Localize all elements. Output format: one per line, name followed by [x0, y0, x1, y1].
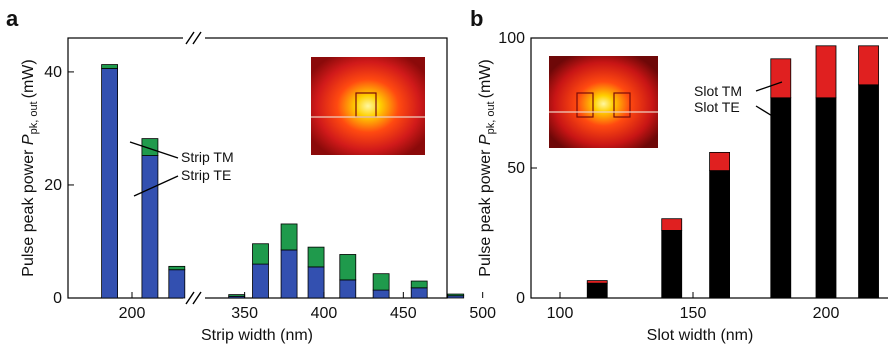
panel-b-inset-mode-profile	[549, 56, 658, 148]
panel-b-letter: b	[470, 6, 483, 31]
bar-strip-tm	[228, 294, 246, 297]
bar-strip-te	[168, 269, 186, 299]
panel-a-xtick-label: 200	[119, 305, 146, 322]
panel-a-ylabel-subscript: pk, out	[28, 101, 40, 134]
panel-b-ticks: 100 150 200 0 50 100	[498, 30, 839, 322]
panel-a-ytick-label: 40	[44, 64, 62, 81]
panel-b-ylabel-unit: (mW)	[477, 59, 494, 98]
bar-strip-te	[410, 287, 428, 299]
bar-strip-tm	[280, 223, 298, 251]
panel-b-inset	[549, 56, 658, 148]
bar-slot-te	[586, 282, 608, 299]
bar-strip-te	[280, 249, 298, 299]
bar-strip-te	[372, 289, 390, 299]
panel-a-inset	[311, 57, 425, 155]
bar-slot-te	[815, 97, 837, 299]
panel-b-tm-leader	[755, 81, 783, 92]
bar-slot-tm	[770, 58, 792, 99]
panel-a-xtick-label: 500	[469, 305, 496, 322]
panel-a-ticks: 200 350 400 450 500 0 20 40	[44, 64, 496, 322]
panel-b-inset-left-rail	[576, 92, 594, 118]
panel-a-xtick-label: 400	[311, 305, 338, 322]
panel-b-annotation-te: Slot TE	[694, 99, 740, 115]
panel-b-ytick-label: 0	[516, 290, 525, 307]
panel-a-annotation-te: Strip TE	[181, 167, 231, 183]
bar-strip-te	[101, 68, 118, 299]
panel-b-ytick-label: 50	[507, 160, 525, 177]
panel-b-xlabel: Slot width (nm)	[647, 327, 754, 344]
panel-a-xtick-label: 450	[390, 305, 417, 322]
panel-b-annotation-tm: Slot TM	[694, 83, 742, 99]
bar-strip-te	[339, 279, 357, 299]
bar-slot-tm	[858, 45, 879, 86]
panel-a-xlabel: Strip width (nm)	[201, 327, 313, 344]
panel-a-tm-leader	[129, 141, 179, 159]
bar-slot-tm	[815, 45, 837, 99]
panel-a-ylabel-symbol: P	[20, 134, 37, 145]
panel-b-inset-right-rail	[613, 92, 631, 118]
bar-slot-te	[858, 84, 879, 299]
bar-slot-te	[709, 170, 730, 299]
bar-strip-te	[252, 263, 269, 299]
bar-strip-te	[141, 155, 159, 299]
panel-b-xtick-label: 100	[547, 305, 574, 322]
panel-a-ylabel-unit: (mW)	[20, 59, 37, 98]
panel-b-ytick-label: 100	[498, 30, 525, 47]
bar-slot-te	[661, 229, 683, 299]
panel-a-ytick-label: 20	[44, 177, 62, 194]
panel-b-ylabel-subscript: pk, out	[485, 101, 497, 134]
panel-b-ylabel-symbol: P	[477, 134, 494, 145]
bar-slot-te	[770, 97, 792, 299]
panel-a-te-leader	[133, 175, 179, 197]
bar-strip-tm	[410, 280, 428, 289]
bar-strip-tm	[447, 293, 465, 297]
panel-a-annotation-tm: Strip TM	[181, 149, 234, 165]
panel-a-ylabel-main: Pulse peak power	[20, 149, 37, 277]
panel-a-xtick-label: 350	[231, 305, 258, 322]
bar-strip-te	[307, 266, 325, 299]
bar-strip-tm	[168, 265, 186, 271]
panel-b-xtick-label: 200	[813, 305, 840, 322]
bar-strip-tm	[141, 138, 159, 156]
bar-strip-tm	[252, 243, 269, 265]
panel-b-te-leader	[755, 105, 783, 123]
bar-slot-tm	[586, 280, 608, 284]
panel-b-xtick-label: 150	[680, 305, 707, 322]
panel-b-ylabel-main: Pulse peak power	[477, 149, 494, 277]
bar-slot-tm	[709, 151, 730, 171]
bar-slot-tm	[661, 218, 683, 231]
panel-a-inset-mode-profile	[311, 57, 425, 155]
panel-a-ytick-label: 0	[53, 290, 62, 307]
panel-a-axis-break	[185, 31, 202, 305]
bar-strip-tm	[339, 254, 357, 281]
bar-strip-tm	[372, 273, 390, 291]
panel-b-ylabel: Pulse peak power Ppk, out (mW)	[477, 59, 497, 276]
panel-b-bars	[586, 45, 879, 299]
bar-strip-tm	[307, 246, 325, 268]
bar-strip-tm	[101, 64, 118, 69]
panel-a-letter: a	[6, 6, 19, 31]
panel-a-ylabel: Pulse peak power Ppk, out (mW)	[20, 59, 40, 276]
